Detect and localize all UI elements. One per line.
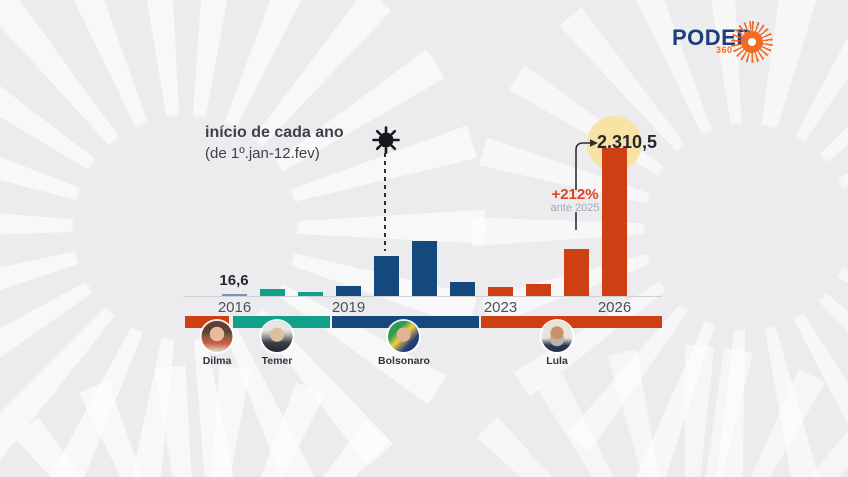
ray-burst-bottom-left: [0, 365, 475, 477]
avatar-bolsonaro: [388, 321, 420, 352]
bar-2019: [336, 286, 361, 296]
growth-arrow: [575, 139, 598, 230]
value-label-2026: 2.310,5: [597, 132, 658, 152]
axis-label-2023: 2023: [483, 299, 518, 316]
ray-burst-left: [0, 0, 485, 477]
x-axis-line: [183, 296, 662, 297]
president-temer: Temer: [261, 321, 293, 367]
bar-2025: [564, 249, 589, 296]
avatar-temer: [261, 321, 293, 352]
chart-title-block: início de cada ano (de 1º.jan-12.fev): [205, 122, 344, 164]
axis-label-2016: 2016: [217, 299, 252, 316]
bar-2023: [488, 287, 513, 296]
covid-dashed-line: [384, 153, 386, 251]
axis-label-2019: 2019: [331, 299, 366, 316]
logo-core-ring: [741, 31, 763, 53]
logo-360-label: 360: [716, 45, 733, 55]
sunburst-logo-icon: [731, 21, 773, 63]
chart-title: início de cada ano: [205, 124, 344, 141]
bar-2020: [374, 256, 399, 296]
bar-2026: [602, 148, 627, 296]
bar-2024: [526, 284, 551, 296]
chart-subtitle: (de 1º.jan-12.fev): [205, 144, 320, 162]
bar-2022: [450, 282, 475, 296]
president-name-dilma: Dilma: [202, 355, 232, 367]
axis-label-2026: 2026: [597, 299, 632, 316]
avatar-lula: [541, 321, 573, 352]
president-bolsonaro: Bolsonaro: [378, 321, 430, 367]
growth-reference-label: ante 2025: [550, 202, 600, 214]
bar-2018: [298, 292, 323, 296]
ray-burst-right: [472, 0, 848, 477]
covid-virus-icon: [372, 126, 400, 154]
bar-2016: [222, 294, 247, 296]
bar-2017: [260, 289, 285, 296]
avatar-dilma: [201, 321, 233, 352]
growth-percentage-label: +212%: [551, 186, 599, 203]
president-lula: Lula: [541, 321, 573, 367]
president-name-bolsonaro: Bolsonaro: [378, 355, 430, 367]
ray-burst-bottom-right: [405, 345, 848, 477]
bar-2021: [412, 241, 437, 296]
president-name-lula: Lula: [546, 355, 568, 367]
president-dilma: Dilma: [201, 321, 233, 367]
president-name-temer: Temer: [261, 355, 293, 367]
poder360-logo: PODER 360: [672, 21, 802, 68]
value-label-2016: 16,6: [219, 272, 249, 289]
